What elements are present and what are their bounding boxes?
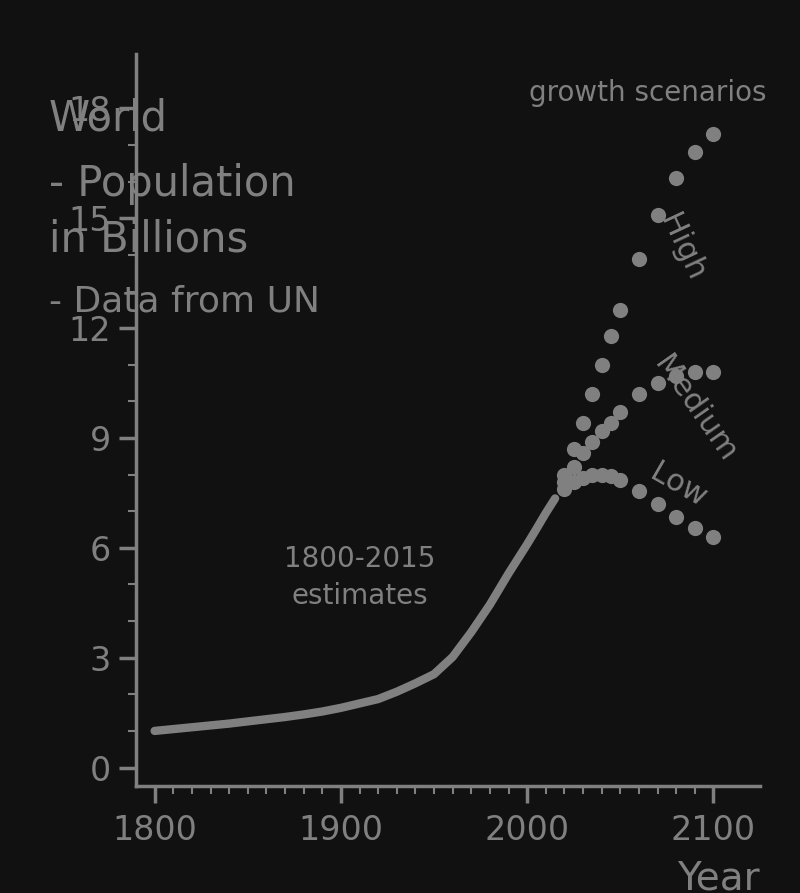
Point: [595, 468, 608, 482]
Point: [670, 369, 682, 383]
Point: [633, 484, 646, 498]
Point: [577, 416, 590, 430]
Text: High: High: [654, 210, 710, 286]
Point: [614, 303, 626, 317]
Point: [670, 171, 682, 185]
Point: [707, 530, 720, 544]
Point: [614, 473, 626, 488]
Point: [567, 442, 580, 456]
Point: [586, 387, 598, 401]
Point: [633, 252, 646, 266]
Text: - Data from UN: - Data from UN: [49, 284, 320, 318]
Point: [707, 127, 720, 141]
Point: [689, 365, 702, 380]
Point: [689, 521, 702, 535]
Point: [577, 472, 590, 486]
Point: [595, 423, 608, 438]
Point: [586, 435, 598, 449]
Point: [567, 475, 580, 489]
Point: [614, 405, 626, 420]
Point: [670, 510, 682, 524]
Point: [567, 460, 580, 474]
Point: [651, 376, 664, 390]
Point: [605, 416, 618, 430]
Text: in Billions: in Billions: [49, 219, 248, 261]
Text: Year: Year: [678, 859, 760, 893]
Point: [558, 468, 571, 482]
Text: World: World: [49, 97, 168, 139]
Point: [689, 146, 702, 160]
Point: [651, 497, 664, 511]
Point: [595, 358, 608, 372]
Point: [558, 475, 571, 489]
Text: Low: Low: [645, 458, 711, 513]
Text: growth scenarios: growth scenarios: [530, 79, 767, 107]
Point: [605, 329, 618, 343]
Point: [605, 470, 618, 484]
Text: Medium: Medium: [648, 350, 742, 467]
Point: [633, 387, 646, 401]
Text: 1800-2015
estimates: 1800-2015 estimates: [284, 545, 435, 610]
Point: [558, 482, 571, 497]
Point: [651, 207, 664, 221]
Point: [577, 446, 590, 460]
Point: [586, 468, 598, 482]
Text: - Population: - Population: [49, 163, 295, 205]
Point: [707, 365, 720, 380]
